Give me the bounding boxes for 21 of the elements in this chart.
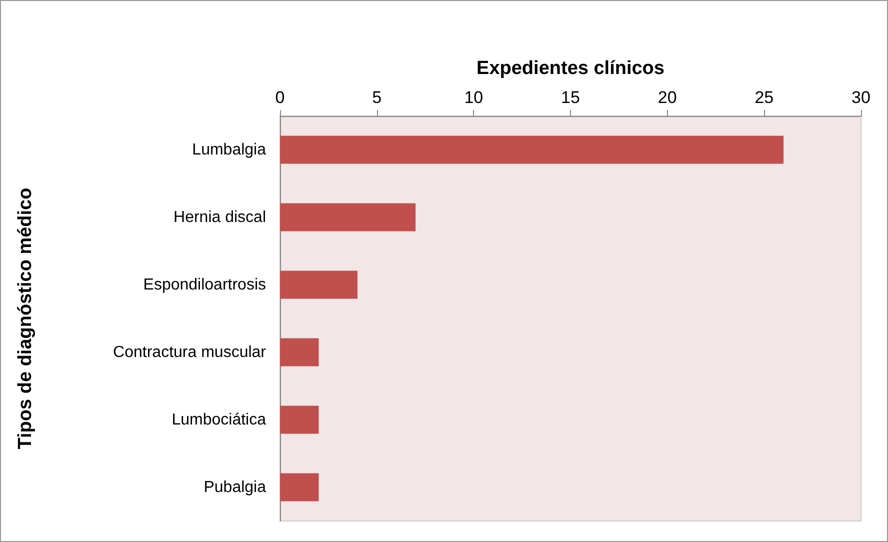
x-tick-label: 0 — [275, 88, 285, 107]
y-tick-label: Lumbociática — [172, 411, 266, 428]
y-tick-label: Espondiloartrosis — [143, 276, 266, 294]
x-tick-label: 10 — [464, 88, 484, 107]
bar — [280, 473, 319, 502]
bar — [280, 270, 358, 299]
bar — [280, 406, 319, 434]
x-tick-label: 15 — [561, 88, 580, 107]
y-tick-label: Hernia discal — [174, 208, 266, 226]
x-tick-label: 25 — [754, 88, 774, 107]
y-axis-title: Tipos de diagnóstico médico — [15, 188, 36, 450]
bar — [280, 338, 319, 366]
bar — [280, 136, 784, 164]
x-tick-label: 5 — [372, 88, 382, 107]
y-tick-label: Lumbalgia — [192, 141, 266, 158]
y-tick-label: Pubalgia — [204, 478, 266, 496]
x-tick-label: 20 — [658, 88, 677, 107]
y-tick-label: Contractura muscular — [113, 344, 267, 361]
x-tick-label: 30 — [852, 88, 870, 107]
bar — [280, 203, 416, 232]
x-axis-title: Expedientes clínicos — [476, 58, 664, 79]
